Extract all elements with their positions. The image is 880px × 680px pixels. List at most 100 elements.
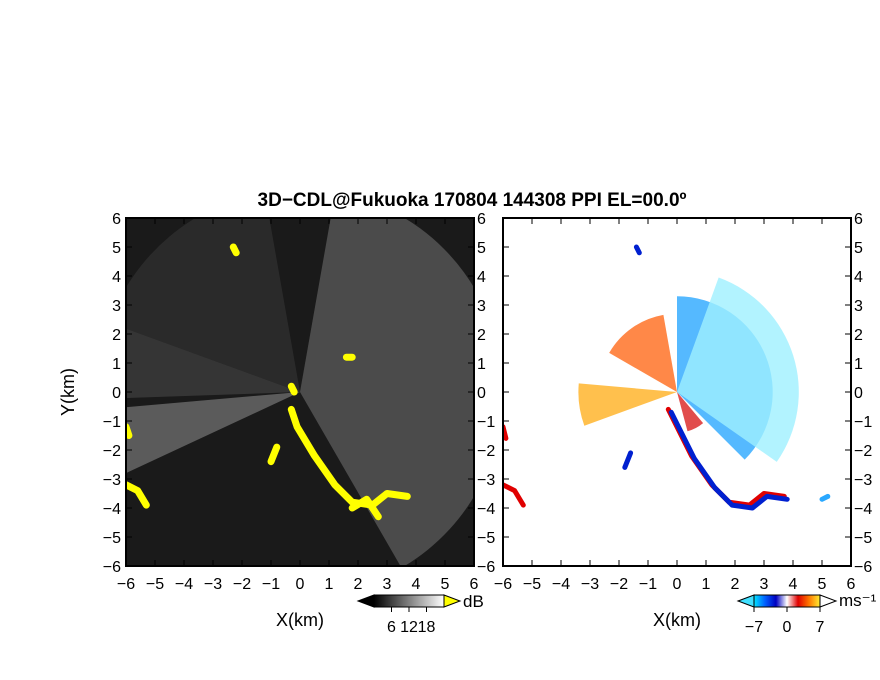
right-ytick-label-right: −4 (854, 501, 872, 518)
left-xtick-label: 1 (325, 576, 334, 593)
left-ytick-label-left: −5 (103, 530, 121, 547)
velocity-colorbar-tick-label: 7 (816, 619, 825, 636)
left-ytick-label-right: 5 (477, 240, 486, 257)
left-ytick-label-right: 1 (477, 356, 486, 373)
velocity-echo-4 (622, 450, 634, 470)
velocity-edges (503, 244, 831, 511)
right-xtick-label: −6 (494, 576, 512, 593)
right-xtick-label: −1 (639, 576, 657, 593)
right-xtick-label: 6 (847, 576, 856, 593)
left-xtick-label: 3 (383, 576, 392, 593)
left-ytick-label-left: 1 (112, 356, 121, 373)
right-ytick-label-right: −1 (854, 414, 872, 431)
reflectivity-colorbar-high-arrow (443, 594, 462, 608)
velocity-colorbar-high-arrow (819, 594, 838, 608)
right-xtick-label: 2 (731, 576, 740, 593)
right-ytick-label-right: −6 (854, 559, 872, 576)
velocity-region-approaching-west (578, 383, 677, 426)
left-xtick-label: −5 (146, 576, 164, 593)
velocity-colorbar: −7 0 7 ms⁻¹ (736, 591, 877, 636)
velocity-region-receding-outer (677, 277, 799, 462)
left-ytick-label-right: 0 (477, 385, 486, 402)
right-ytick-label-right: 3 (854, 298, 863, 315)
velocity-colorbar-tick-label: 0 (783, 619, 792, 636)
left-xtick-label: −3 (204, 576, 222, 593)
reflectivity-sectors (126, 218, 474, 566)
left-xtick-label: −2 (233, 576, 251, 593)
left-ytick-label-right: −1 (477, 414, 495, 431)
velocity-colorbar-ticks: −7 0 7 (745, 607, 825, 636)
reflectivity-ylabel: Y(km) (58, 368, 78, 416)
left-ytick-label-left: −3 (103, 472, 121, 489)
reflectivity-sector-0 (126, 392, 300, 474)
left-ytick-label-right: −6 (477, 559, 495, 576)
right-ytick-label-right: 4 (854, 269, 863, 286)
left-ytick-label-right: −5 (477, 530, 495, 547)
velocity-x-ticks: −6 −5 −4 −3 −2 −1 0 1 2 3 4 5 6 (494, 218, 856, 593)
left-xtick-label: 4 (412, 576, 421, 593)
reflectivity-colorbar-low-arrow (356, 594, 375, 608)
figure-title: 3D−CDL@Fukuoka 170804 144308 PPI EL=00.0… (258, 190, 687, 211)
velocity-panel: −6 −5 −4 −3 −2 −1 0 1 2 3 4 5 6 6 5 4 3 2 1 0 −1 −2 −3 −4 −5−6 … (494, 211, 872, 630)
left-ytick-label-left: 4 (112, 269, 121, 286)
right-ytick-label-right: −5 (854, 530, 872, 547)
right-xtick-label: 4 (789, 576, 798, 593)
right-ytick-label-right: 1 (854, 356, 863, 373)
right-xtick-label: 1 (702, 576, 711, 593)
reflectivity-sector-2 (126, 218, 300, 392)
right-xtick-label: −4 (552, 576, 570, 593)
left-ytick-label-left: −1 (103, 414, 121, 431)
reflectivity-colorbar-unit: dB (463, 592, 484, 611)
left-ytick-label-left: 5 (112, 240, 121, 257)
left-ytick-label-left: −6 (103, 559, 121, 576)
left-ytick-label-right: −3 (477, 472, 495, 489)
right-ytick-label-right: 6 (854, 211, 863, 228)
left-ytick-label-right: 3 (477, 298, 486, 315)
velocity-echo-2 (503, 482, 526, 508)
right-ytick-label-right: −2 (854, 443, 872, 460)
left-xtick-label: −6 (117, 576, 135, 593)
reflectivity-colorbar-tick-label: 12 (400, 619, 418, 636)
left-ytick-label-left: 2 (112, 327, 121, 344)
left-xtick-label: 6 (470, 576, 479, 593)
right-ytick-label-right: 2 (854, 327, 863, 344)
reflectivity-colorbar-tick-label: 18 (418, 619, 436, 636)
reflectivity-panel: −6 −5 −4 −3 −2 −1 0 1 2 3 4 5 6 6 6 5 5 4 4 3 3 2 2 1 1 0 0 −1 −1 −2… (58, 211, 495, 630)
right-xtick-label: 3 (760, 576, 769, 593)
reflectivity-echo-7 (229, 243, 240, 257)
velocity-xlabel: X(km) (653, 610, 701, 630)
left-xtick-label: 5 (441, 576, 450, 593)
right-xtick-label: −3 (581, 576, 599, 593)
velocity-colorbar-bar (753, 594, 821, 608)
reflectivity-echo-5 (287, 382, 298, 396)
velocity-region-near-zero-south (677, 392, 704, 432)
reflectivity-colorbar-tick-label: 6 (387, 619, 396, 636)
reflectivity-colorbar-bar (373, 594, 445, 608)
right-xtick-label: −5 (523, 576, 541, 593)
left-ytick-label-right: 4 (477, 269, 486, 286)
reflectivity-colorbar: 6 12 18 dB (356, 592, 484, 636)
left-ytick-label-left: 6 (112, 211, 121, 228)
velocity-colorbar-low-arrow (736, 594, 755, 608)
reflectivity-echo-0 (287, 405, 411, 509)
reflectivity-echo-2 (126, 481, 150, 509)
left-xtick-label: −4 (175, 576, 193, 593)
reflectivity-echo-1 (348, 495, 382, 521)
reflectivity-colorbar-ticks: 6 12 18 (387, 607, 436, 636)
reflectivity-highlights (126, 243, 411, 521)
left-ytick-label-right: −4 (477, 501, 495, 518)
reflectivity-xlabel: X(km) (276, 610, 324, 630)
reflectivity-x-ticks: −6 −5 −4 −3 −2 −1 0 1 2 3 4 5 6 (117, 218, 479, 593)
left-ytick-label-right: −2 (477, 443, 495, 460)
right-xtick-label: 0 (673, 576, 682, 593)
right-xtick-label: 5 (818, 576, 827, 593)
left-xtick-label: 0 (296, 576, 305, 593)
velocity-regions (578, 277, 799, 462)
right-xtick-label: −2 (610, 576, 628, 593)
left-ytick-label-left: 0 (112, 385, 121, 402)
left-ytick-label-right: 6 (477, 211, 486, 228)
left-ytick-label-left: −4 (103, 501, 121, 518)
reflectivity-sector-1 (126, 328, 300, 399)
velocity-echo-6 (819, 493, 831, 502)
